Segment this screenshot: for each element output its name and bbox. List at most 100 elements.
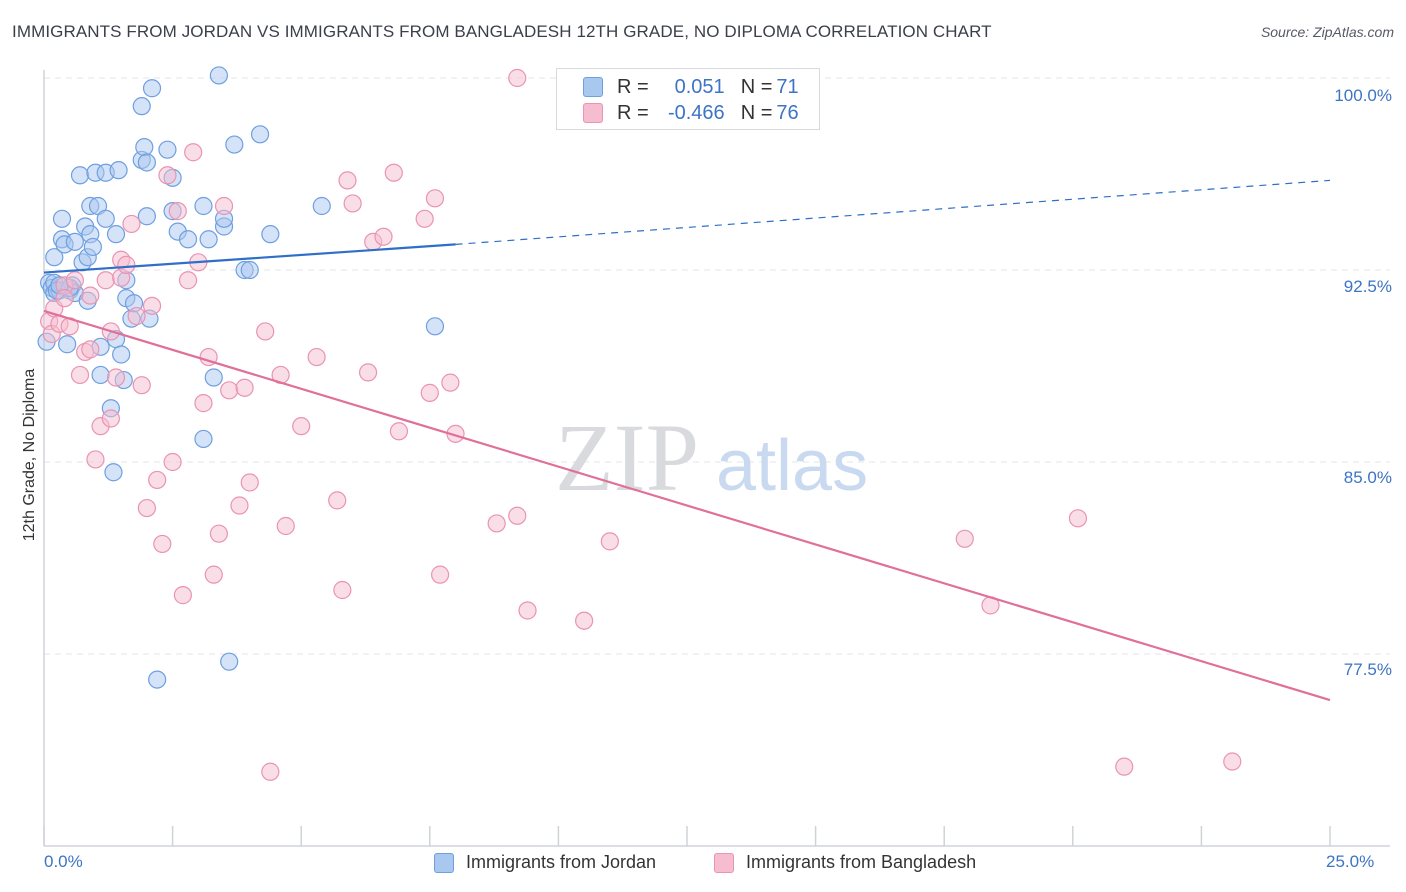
data-point-jordan [194,429,213,449]
data-point-bangladesh [106,368,126,387]
axes [43,70,1390,847]
data-point-jordan [132,97,151,116]
data-point-jordan [109,161,128,180]
trend-line-bangladesh [43,309,1331,702]
data-point-jordan [137,153,156,172]
data-point-bangladesh [240,473,259,492]
legend-n-value-bangladesh: 76 [776,101,799,124]
legend-n-label: N = [740,101,773,124]
data-point-jordan [194,196,213,216]
data-point-jordan [83,237,102,257]
data-point-bangladesh [415,209,434,228]
watermark: ZIP atlas [555,404,868,511]
data-point-bangladesh [101,409,120,428]
data-point-bangladesh [142,296,162,315]
data-point-jordan [312,196,331,216]
data-point-jordan [96,209,115,228]
data-point-bangladesh [425,189,445,208]
data-point-bangladesh [168,202,187,221]
legend-r-value-bangladesh: -0.466 [667,101,725,124]
data-point-bangladesh [307,347,326,367]
data-point-jordan [148,670,167,689]
legend-n-label: N = [740,75,773,98]
data-point-bangladesh [338,171,357,190]
data-point-bangladesh [600,532,619,551]
chart-title: IMMIGRANTS FROM JORDAN VS IMMIGRANTS FRO… [12,22,992,41]
data-point-bangladesh [65,271,84,290]
data-point-jordan [250,125,270,144]
data-point-bangladesh [1115,757,1134,776]
data-point-bangladesh [518,601,537,620]
data-point-bangladesh [575,611,594,630]
data-point-bangladesh [1068,509,1088,528]
data-points [37,66,1242,781]
x-tick-label-min: 0.0% [44,852,83,871]
data-point-bangladesh [137,498,156,518]
data-point-jordan [220,652,239,671]
data-point-bangladesh [328,491,347,510]
data-point-bangladesh [292,417,311,436]
legend-row-jordan: R = 0.051 N = 71 [557,74,799,100]
data-point-jordan [112,345,131,364]
data-point-bangladesh [55,289,74,308]
data-point-bangladesh [430,565,450,584]
data-point-jordan [261,225,280,244]
data-point-bangladesh [1223,752,1242,771]
data-point-bangladesh [276,516,295,536]
chart-source: Source: ZipAtlas.com [1260,24,1394,40]
data-point-bangladesh [153,534,172,554]
y-tick-label-92-5: 92.5% [1343,277,1392,296]
data-point-jordan [142,79,162,98]
data-point-bangladesh [194,394,213,413]
legend-row-bangladesh: R = -0.466 N = 76 [557,100,799,126]
watermark-atlas: atlas [716,426,868,506]
data-point-bangladesh [487,514,506,533]
data-point-jordan [209,66,228,85]
data-point-jordan [240,260,259,280]
bottom-legend-label-jordan: Immigrants from Jordan [466,852,657,872]
data-point-bangladesh [117,255,136,274]
data-point-bangladesh [209,524,228,543]
data-point-jordan [52,209,72,228]
bottom-legend-jordan: Immigrants from Jordan [434,852,656,873]
data-point-bangladesh [256,322,275,341]
data-point-bangladesh [955,529,974,548]
data-point-bangladesh [384,163,403,182]
data-point-bangladesh [235,378,254,397]
y-tick-label-85: 85.0% [1343,468,1392,487]
data-point-bangladesh [96,271,115,290]
data-point-bangladesh [214,196,234,216]
data-point-bangladesh [358,363,378,382]
data-point-jordan [91,365,110,385]
data-point-bangladesh [374,227,393,246]
data-point-bangladesh [127,306,146,326]
data-point-bangladesh [333,580,352,600]
trend-lines [43,179,1331,702]
data-point-bangladesh [441,373,460,392]
trend-line-jordan [43,243,456,274]
data-point-bangladesh [184,143,203,162]
data-point-jordan [135,138,154,157]
data-point-jordan [204,368,223,387]
bottom-legend-swatch-bangladesh [714,852,734,873]
data-point-jordan [65,232,84,251]
legend-r-label: R = [617,75,649,98]
data-point-jordan [104,463,123,482]
data-point-jordan [45,248,64,267]
data-point-bangladesh [220,381,239,400]
data-point-bangladesh [420,383,439,402]
data-point-jordan [158,140,177,159]
watermark-zip: ZIP [555,404,699,511]
data-point-bangladesh [158,166,177,185]
bottom-legend-label-bangladesh: Immigrants from Bangladesh [746,852,977,872]
data-point-bangladesh [70,365,90,385]
data-point-bangladesh [122,214,141,234]
trend-line-extension-jordan [455,179,1331,245]
data-point-bangladesh [389,422,409,441]
grid-lines [44,77,1390,655]
data-point-bangladesh [81,340,100,359]
data-point-bangladesh [86,450,105,469]
correlation-legend: R = 0.051 N = 71 R = -0.466 N = 76 [556,68,820,130]
data-point-bangladesh [132,376,151,395]
